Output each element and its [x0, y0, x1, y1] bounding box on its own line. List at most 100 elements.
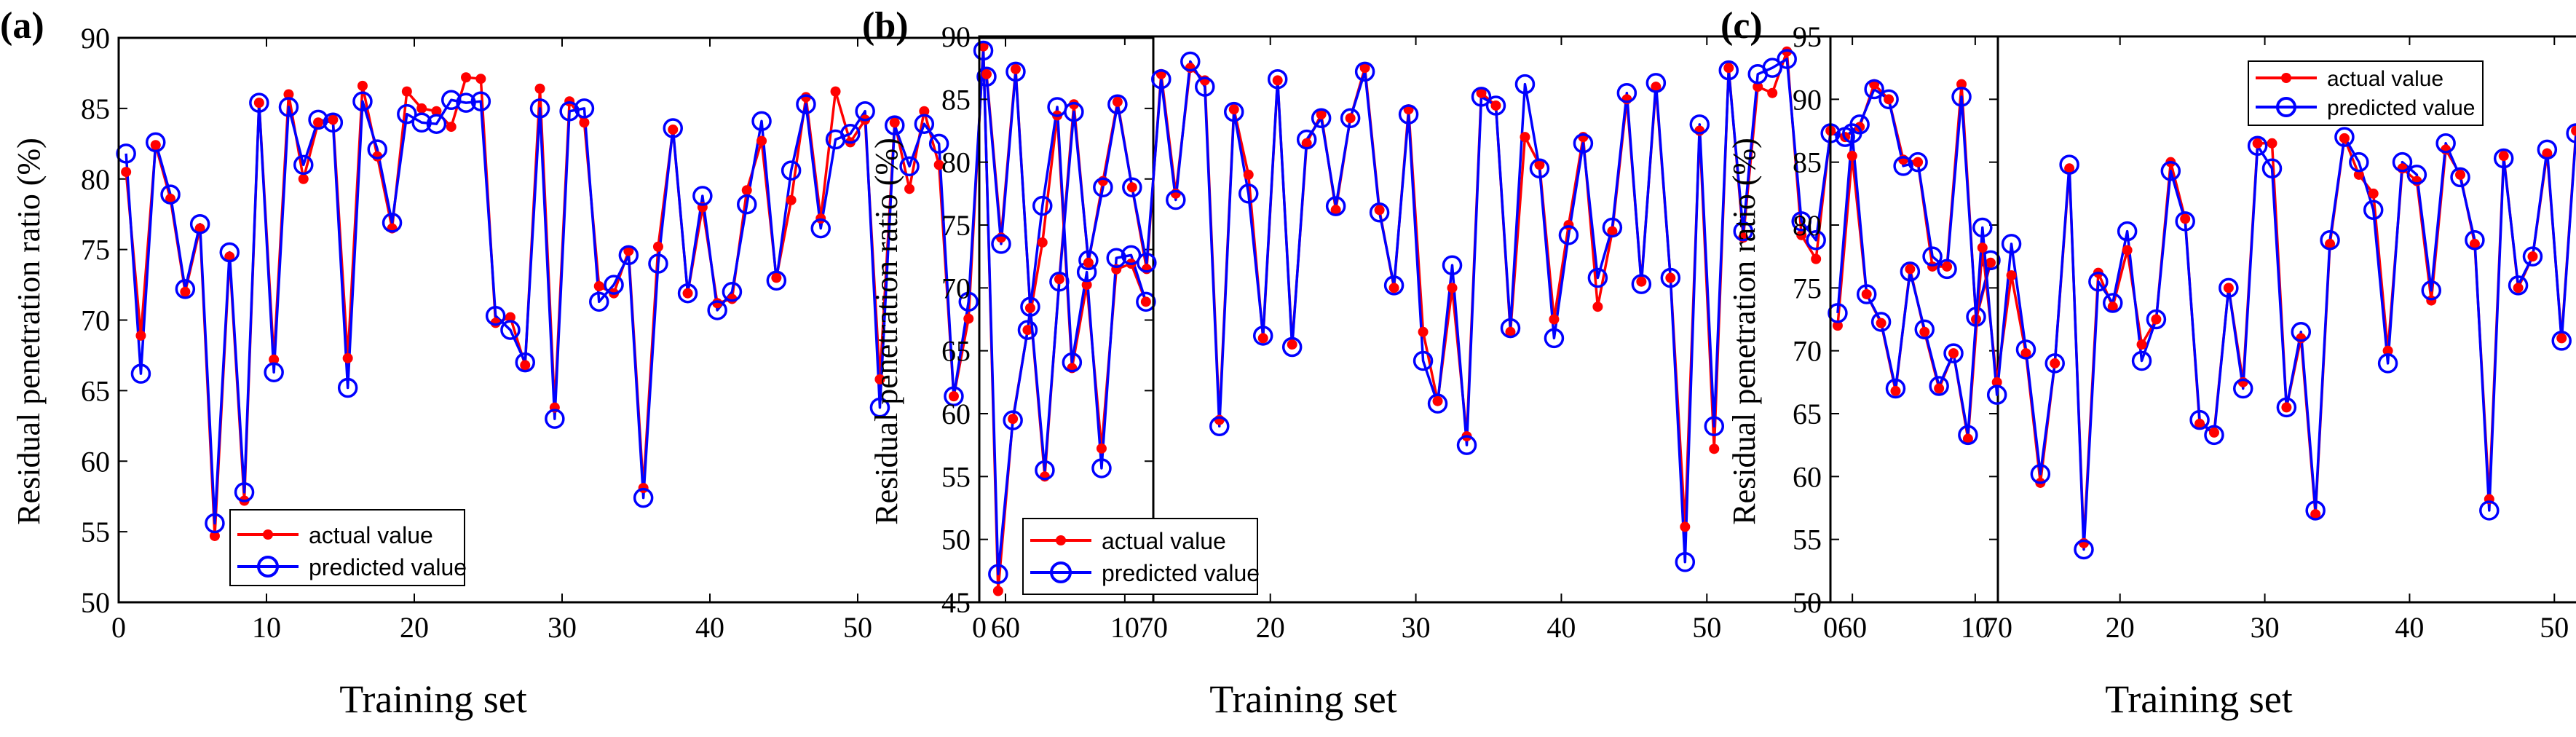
data-point-actual — [1054, 274, 1064, 285]
legend-box — [229, 509, 465, 586]
data-point-actual — [1927, 261, 1938, 272]
data-point-predicted — [1078, 250, 1099, 271]
data-point-predicted — [796, 94, 816, 114]
data-point-predicted — [2276, 397, 2297, 418]
data-point-actual — [269, 354, 280, 365]
data-point-actual — [1374, 205, 1385, 216]
data-point-predicted — [1020, 296, 1040, 317]
x-axis-label: Training set — [2105, 677, 2293, 721]
data-point-actual — [2339, 133, 2350, 143]
data-point-actual — [1476, 87, 1487, 98]
y-tick-label: 65 — [941, 335, 971, 368]
data-point-predicted — [1828, 303, 1848, 323]
data-point-actual — [1986, 257, 1996, 268]
data-point-actual — [1905, 264, 1916, 275]
data-point-predicted — [426, 114, 447, 134]
data-point-predicted — [515, 352, 535, 373]
data-point-actual — [253, 98, 264, 109]
data-point-actual — [298, 173, 309, 184]
legend-label-predicted: predicted value — [309, 554, 467, 580]
data-point-actual — [2107, 302, 2118, 312]
data-point-predicted — [1049, 271, 1070, 292]
data-point-predicted — [1885, 378, 1906, 399]
data-point-predicted — [1675, 551, 1696, 572]
data-point-actual — [1948, 348, 1959, 359]
data-point-predicted — [1369, 202, 1390, 223]
data-point-predicted — [1136, 291, 1156, 312]
data-point-predicted — [1122, 177, 1142, 197]
x-tick-label: 60 — [991, 611, 1020, 644]
data-point-predicted — [1937, 259, 1957, 280]
data-point-predicted — [2349, 151, 2369, 173]
data-point-actual — [224, 251, 235, 262]
data-point-predicted — [1943, 343, 1964, 363]
data-point-predicted — [766, 270, 787, 291]
data-point-predicted — [1616, 82, 1637, 103]
y-tick-label: 85 — [81, 92, 110, 125]
data-point-predicted — [1107, 94, 1128, 114]
data-point-actual — [1345, 113, 1356, 124]
y-axis-label: Residual penetration ratio (%) — [869, 138, 904, 524]
legend-label-actual: actual value — [309, 522, 433, 548]
data-point-predicted — [160, 184, 181, 205]
data-point-predicted — [1238, 184, 1259, 204]
data-point-predicted — [2320, 229, 2340, 251]
data-point-actual — [1592, 302, 1603, 312]
x-tick-label: 30 — [2251, 611, 2280, 644]
data-point-predicted — [234, 482, 255, 502]
data-point-actual — [1096, 443, 1107, 454]
data-point-predicted — [2435, 133, 2456, 154]
data-point-predicted — [1311, 108, 1332, 128]
x-tick-label: 70 — [1139, 611, 1168, 644]
data-point-predicted — [1383, 275, 1404, 296]
y-tick-label: 75 — [1793, 272, 1822, 304]
legend-marker-actual — [263, 529, 273, 540]
data-point-actual — [534, 83, 545, 94]
data-point-predicted — [1091, 458, 1112, 478]
y-tick-label: 95 — [1793, 20, 1822, 53]
data-point-predicted — [1645, 73, 1667, 93]
y-tick-label: 90 — [81, 22, 110, 55]
data-point-actual — [1846, 151, 1857, 162]
y-tick-label: 65 — [1793, 398, 1822, 430]
data-point-predicted — [1456, 435, 1477, 455]
panel-label: (b) — [862, 5, 909, 47]
data-point-predicted — [205, 513, 225, 534]
data-point-predicted — [2204, 425, 2224, 446]
data-point-predicted — [175, 279, 196, 299]
data-point-predicted — [991, 234, 1011, 254]
legend-marker-predicted — [257, 556, 279, 578]
data-point-actual — [1811, 253, 1822, 264]
data-point-predicted — [751, 111, 772, 132]
data-point-actual — [756, 135, 767, 146]
data-point-actual — [2542, 148, 2553, 159]
data-point-predicted — [2189, 409, 2210, 430]
data-point-actual — [1884, 94, 1895, 105]
legend-marker-predicted — [1050, 561, 1072, 583]
y-tick-label: 60 — [1793, 460, 1822, 493]
data-point-predicted — [1267, 68, 1288, 90]
chart-panel-a: (a) Residual penetration ratio (%) Train… — [0, 5, 1168, 721]
data-point-actual — [1359, 63, 1370, 74]
data-point-predicted — [1842, 123, 1862, 143]
data-point-actual — [1432, 395, 1443, 406]
x-tick-label: 20 — [1256, 611, 1285, 644]
data-point-predicted — [1062, 352, 1083, 373]
legend-marker-actual — [1056, 535, 1066, 545]
legend-label-predicted: predicted value — [2327, 96, 2475, 120]
data-point-predicted — [1106, 248, 1126, 268]
data-point-actual — [121, 167, 132, 178]
data-point-actual — [2151, 314, 2162, 325]
data-point-actual — [2136, 339, 2147, 350]
data-point-predicted — [1929, 376, 1949, 396]
data-point-predicted — [648, 253, 668, 274]
legend-label-actual: actual value — [1102, 528, 1226, 554]
data-point-predicted — [1893, 156, 1913, 176]
data-point-actual — [2513, 283, 2524, 293]
data-point-actual — [2382, 345, 2393, 356]
data-point-predicted — [2044, 353, 2065, 374]
data-point-predicted — [1093, 177, 1113, 197]
data-point-predicted — [456, 92, 476, 113]
y-tick-label: 85 — [941, 83, 971, 116]
data-point-actual — [342, 352, 353, 363]
